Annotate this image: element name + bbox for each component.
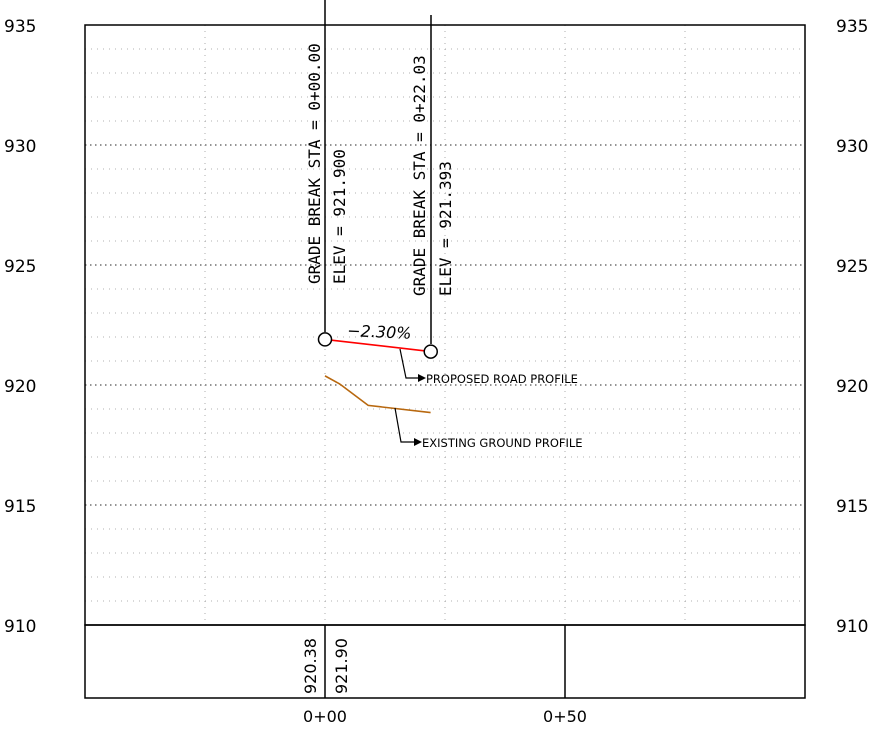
y-tick-right: 925 xyxy=(836,257,868,277)
grade-break-marker xyxy=(423,344,438,359)
vertical-gridlines xyxy=(204,25,686,625)
existing-callout-leader xyxy=(394,407,414,443)
y-tick-right: 915 xyxy=(836,497,868,517)
y-tick-left: 920 xyxy=(4,377,36,397)
x-tick-station: 0+00 xyxy=(303,707,347,726)
existing-elevation-band-value: 920.38 xyxy=(301,638,320,694)
existing-callout-arrow xyxy=(414,438,422,446)
y-axis-right: 935 930 925 920 915 910 xyxy=(836,17,868,637)
y-tick-left: 930 xyxy=(4,137,36,157)
grade-break-elev-label: ELEV = 921.393 xyxy=(436,161,455,296)
data-band-frame xyxy=(84,624,806,699)
y-axis-left: 935 930 925 920 915 910 xyxy=(4,17,36,637)
grade-break-station-label: GRADE BREAK STA = 0+00.00 xyxy=(305,43,324,284)
y-tick-right: 930 xyxy=(836,137,868,157)
grade-break-markers xyxy=(317,332,438,359)
slope-label: −2.30% xyxy=(347,321,412,343)
y-tick-left: 925 xyxy=(4,257,36,277)
proposed-elevation-band-value: 921.90 xyxy=(332,638,351,694)
y-tick-right: 935 xyxy=(836,17,868,37)
grade-break-station-label: GRADE BREAK STA = 0+22.03 xyxy=(410,55,429,296)
grade-break-marker xyxy=(317,332,333,347)
y-tick-right: 910 xyxy=(836,617,868,637)
y-tick-left: 915 xyxy=(4,497,36,517)
x-axis: 0+00 0+50 xyxy=(303,707,587,726)
y-tick-right: 920 xyxy=(836,377,868,397)
grade-break-elev-label: ELEV = 921.900 xyxy=(330,149,349,284)
x-tick-station: 0+50 xyxy=(543,707,587,726)
y-tick-left: 935 xyxy=(4,17,36,37)
y-tick-left: 910 xyxy=(4,617,36,637)
proposed-road-profile-line xyxy=(324,338,431,353)
existing-ground-profile-line xyxy=(324,375,431,414)
proposed-callout-label: PROPOSED ROAD PROFILE xyxy=(426,372,578,386)
existing-callout-label: EXISTING GROUND PROFILE xyxy=(422,436,583,450)
proposed-callout-arrow xyxy=(418,374,426,382)
proposed-callout-leader xyxy=(399,348,418,379)
